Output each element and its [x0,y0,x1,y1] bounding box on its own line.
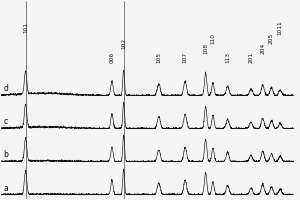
Text: c: c [4,117,8,126]
Text: 107: 107 [183,52,188,63]
Text: 108: 108 [203,43,208,54]
Text: 006: 006 [110,52,114,63]
Text: 1011: 1011 [278,20,283,35]
Text: b: b [4,150,8,159]
Text: 201: 201 [248,52,253,63]
Text: 113: 113 [225,52,230,63]
Text: a: a [4,184,8,193]
Text: 102: 102 [121,38,126,49]
Text: 105: 105 [156,52,161,63]
Text: 204: 204 [260,43,265,54]
Text: 101: 101 [23,22,28,33]
Text: 205: 205 [269,33,274,44]
Text: d: d [4,84,8,93]
Text: 110: 110 [210,33,215,44]
